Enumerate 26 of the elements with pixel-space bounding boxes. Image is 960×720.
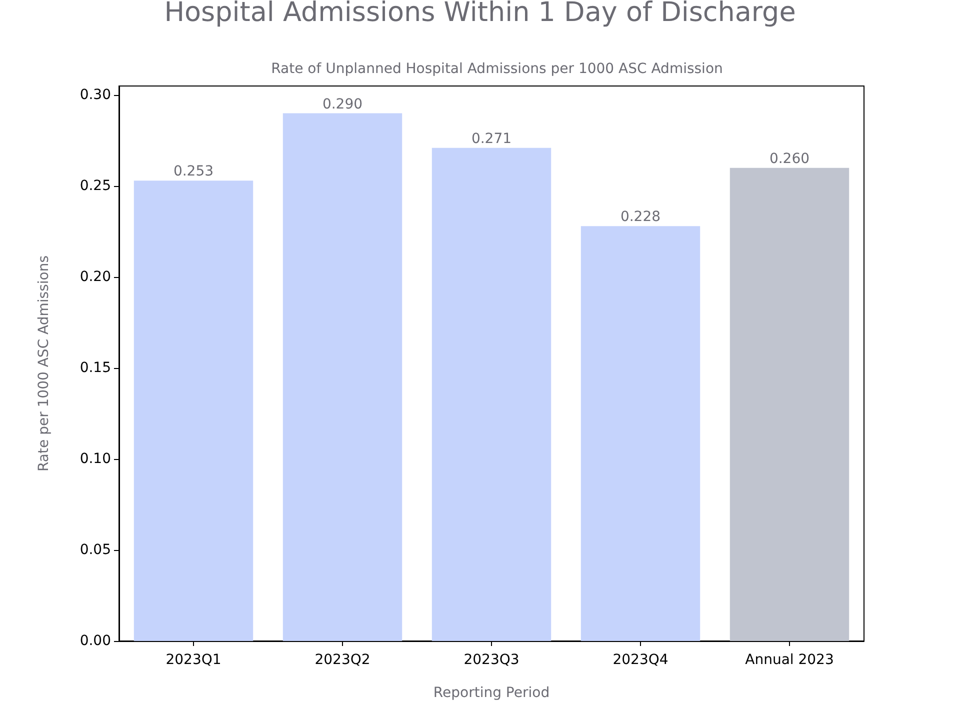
data-label: 0.290 — [322, 96, 363, 112]
chart-title: Hospital Admissions Within 1 Day of Discharge — [164, 0, 796, 28]
y-tick-label: 0.10 — [80, 451, 111, 468]
y-tick-label: 0.05 — [80, 542, 111, 558]
x-tick-label: 2023Q2 — [314, 652, 370, 668]
x-axis-title: Reporting Period — [433, 685, 550, 701]
chart-subtitle: Rate of Unplanned Hospital Admissions per 1000 ASC Admission — [271, 61, 723, 77]
x-tick-label: 2023Q3 — [464, 652, 520, 668]
data-label: 0.228 — [620, 209, 661, 226]
x-tick-label: Annual 2023 — [745, 652, 834, 668]
y-tick-label: 0.20 — [80, 269, 111, 286]
data-label: 0.253 — [173, 164, 214, 180]
bar — [134, 180, 254, 641]
y-axis-title: Rate per 1000 ASC Admissions — [36, 256, 52, 472]
data-label: 0.271 — [471, 130, 512, 147]
x-tick-label: 2023Q1 — [166, 652, 222, 668]
y-tick-label: 0.00 — [80, 633, 111, 649]
bar — [282, 113, 402, 641]
y-tick-label: 0.30 — [80, 87, 111, 104]
bar — [730, 168, 850, 641]
y-tick-label: 0.15 — [80, 360, 111, 376]
data-label: 0.260 — [769, 150, 810, 167]
x-tick-label: 2023Q4 — [612, 652, 668, 668]
y-tick-label: 0.25 — [80, 178, 111, 194]
bar — [580, 226, 700, 641]
bar — [432, 148, 552, 641]
